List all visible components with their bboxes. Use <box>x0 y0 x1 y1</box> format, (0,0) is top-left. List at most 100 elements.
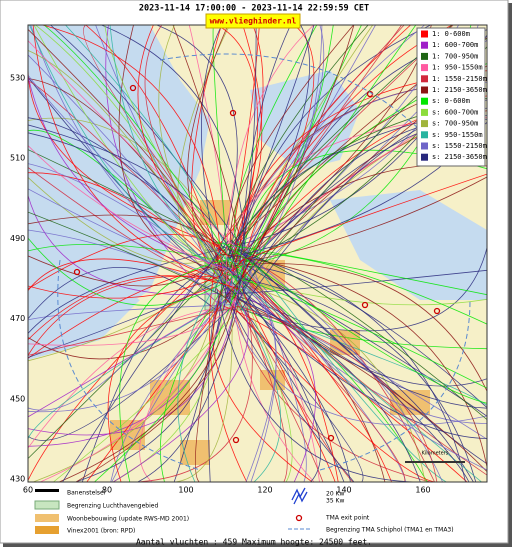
flight-track <box>85 25 224 276</box>
key-runways: Banenstelsel <box>67 490 106 497</box>
flight-track <box>30 25 238 289</box>
legend-label: 1: 700-950m <box>432 52 478 60</box>
legend-label: s: 1550-2150m <box>432 142 487 150</box>
legend-items: 1: 0-600m 1: 600-700m 1: 700-950m 1: 950-15… <box>421 30 487 161</box>
flight-track <box>243 254 466 482</box>
flight-track <box>177 267 229 482</box>
flight-track <box>28 211 227 299</box>
key-airport: Begrenzing Luchthavengebied <box>67 503 158 510</box>
flight-track <box>208 242 248 482</box>
flight-track <box>215 263 487 392</box>
legend-swatch <box>421 52 428 60</box>
y-label: 490 <box>10 234 25 243</box>
legend-swatch <box>421 142 428 150</box>
flight-tracks <box>28 25 487 482</box>
flight-track <box>28 249 221 334</box>
flight-track <box>65 25 233 285</box>
flight-track <box>28 188 232 284</box>
flight-track <box>231 295 487 472</box>
y-label: 530 <box>10 74 25 83</box>
flight-track <box>35 25 221 282</box>
flight-track <box>28 303 242 321</box>
flight-track <box>28 306 239 356</box>
flight-track <box>40 281 244 482</box>
legend-label: 1: 0-600m <box>432 30 470 38</box>
flight-track <box>101 25 246 284</box>
flight-track <box>242 279 487 306</box>
legend-label: s: 600-700m <box>432 108 478 116</box>
flight-track <box>28 40 235 247</box>
flight-track <box>237 25 323 292</box>
y-label: 430 <box>10 475 25 484</box>
x-label: 80 <box>102 486 112 495</box>
tma-boundary <box>57 53 471 471</box>
flight-track <box>227 245 407 482</box>
flight-track <box>218 274 355 482</box>
legend-label: s: 0-600m <box>432 97 470 105</box>
flight-track <box>220 280 487 439</box>
y-label: 470 <box>10 314 25 323</box>
x-label: 140 <box>336 486 351 495</box>
flight-track <box>237 240 447 482</box>
flight-track <box>237 249 470 482</box>
flight-track <box>230 268 406 482</box>
flight-track <box>28 304 235 441</box>
flight-track <box>118 25 225 272</box>
flight-track <box>109 25 239 265</box>
legend-swatch <box>421 75 428 83</box>
flight-track <box>223 257 428 482</box>
flight-track <box>235 284 277 482</box>
flight-track <box>28 258 217 291</box>
flight-track <box>237 305 438 482</box>
key-tma-exit: TMA exit point <box>325 515 370 522</box>
key-20kw: 20 Kw <box>326 491 344 498</box>
flight-track <box>220 261 487 409</box>
legend-swatch <box>421 41 428 49</box>
flight-track <box>218 275 345 482</box>
legend-swatch <box>421 120 428 128</box>
axes: 530 510 490 470 450 430 60 80 100 120 140 160 <box>10 74 431 495</box>
flight-track <box>50 25 238 241</box>
key-housing: Woonbebouwing (update RWS-MD 2001) <box>67 516 189 523</box>
flight-track <box>242 25 310 264</box>
legend-swatch <box>421 97 428 105</box>
flight-track <box>28 302 236 436</box>
flight-track <box>59 279 239 482</box>
flight-track <box>234 25 454 246</box>
scale-label: Kilometers <box>422 451 449 457</box>
legend-label: s: 700-950m <box>432 120 478 128</box>
flight-track <box>212 300 313 482</box>
x-label: 120 <box>257 486 272 495</box>
flight-track <box>219 268 324 482</box>
lake <box>330 190 487 300</box>
flight-track <box>226 25 314 288</box>
flight-track <box>235 305 487 350</box>
flight-track <box>28 250 228 481</box>
flight-track <box>28 163 218 270</box>
flight-track <box>240 173 487 262</box>
map: Kilometers <box>28 25 487 482</box>
legend-label: s: 950-1550m <box>432 131 483 139</box>
flight-track <box>43 25 245 282</box>
flight-track <box>234 297 421 482</box>
flight-track <box>241 305 487 406</box>
flight-track <box>112 308 249 482</box>
flight-track <box>94 247 239 482</box>
legend-swatch <box>421 131 428 139</box>
flight-track <box>144 25 225 265</box>
flight-track <box>225 25 260 271</box>
x-label: 100 <box>178 486 193 495</box>
y-label: 510 <box>10 154 25 163</box>
flight-track <box>229 240 443 482</box>
flight-track <box>137 274 243 482</box>
flight-track <box>32 25 219 280</box>
flight-track <box>111 285 233 482</box>
flight-track <box>28 251 219 411</box>
flight-track <box>28 237 237 306</box>
website: www.vlieghinder.nl <box>210 16 297 26</box>
flight-track <box>231 280 351 482</box>
flight-track <box>236 249 487 420</box>
x-label: 60 <box>23 486 33 495</box>
legend <box>416 27 486 167</box>
flight-track <box>119 258 235 482</box>
